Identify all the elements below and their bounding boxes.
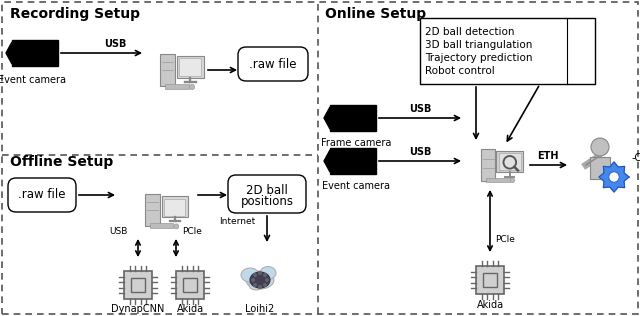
Polygon shape — [599, 162, 629, 192]
Circle shape — [253, 283, 257, 287]
Text: USB: USB — [109, 228, 128, 236]
Bar — [12, 40, 58, 66]
Circle shape — [174, 224, 179, 229]
Text: 2D ball: 2D ball — [246, 184, 288, 197]
Circle shape — [591, 138, 609, 156]
Text: positions: positions — [241, 196, 294, 209]
Polygon shape — [324, 107, 330, 129]
Ellipse shape — [241, 268, 259, 282]
Bar — [160, 54, 175, 86]
Circle shape — [258, 285, 262, 289]
Bar — [590, 157, 610, 179]
Bar — [124, 271, 152, 299]
Text: Trajectory prediction: Trajectory prediction — [425, 53, 532, 63]
Text: Robot control: Robot control — [425, 66, 495, 76]
Bar — [150, 223, 173, 228]
Bar — [176, 271, 204, 299]
Text: Recording Setup: Recording Setup — [10, 7, 140, 21]
Bar — [476, 266, 504, 294]
Bar — [330, 105, 376, 131]
Text: Event camera: Event camera — [322, 181, 390, 191]
Text: Online Setup: Online Setup — [325, 7, 426, 21]
Circle shape — [251, 278, 255, 282]
Ellipse shape — [260, 266, 276, 279]
Bar — [330, 148, 376, 174]
Bar — [161, 196, 188, 217]
Bar — [164, 198, 186, 216]
Text: PCIe: PCIe — [182, 228, 202, 236]
Circle shape — [609, 172, 620, 182]
Bar — [486, 178, 510, 182]
Text: USB: USB — [104, 39, 126, 49]
Text: Frame camera: Frame camera — [321, 138, 391, 148]
Circle shape — [263, 273, 267, 277]
Circle shape — [510, 178, 515, 183]
Bar — [183, 278, 197, 292]
Ellipse shape — [246, 271, 274, 289]
Text: USB: USB — [409, 147, 431, 157]
Circle shape — [265, 278, 269, 282]
Text: Offline Setup: Offline Setup — [10, 155, 113, 169]
Bar — [420, 18, 595, 84]
Ellipse shape — [250, 272, 270, 288]
Bar — [481, 149, 495, 181]
Bar — [499, 153, 520, 170]
Bar — [177, 56, 204, 78]
Circle shape — [263, 283, 267, 287]
Text: DynapCNN: DynapCNN — [111, 304, 164, 314]
FancyBboxPatch shape — [8, 178, 76, 212]
Text: .raw file: .raw file — [249, 58, 297, 70]
Circle shape — [253, 273, 257, 277]
Text: ETH: ETH — [537, 151, 559, 161]
Text: .raw file: .raw file — [19, 189, 66, 202]
Bar — [179, 58, 202, 76]
Text: -C: -C — [632, 153, 640, 163]
Text: 3D ball triangulation: 3D ball triangulation — [425, 40, 532, 50]
Polygon shape — [324, 150, 330, 172]
FancyBboxPatch shape — [228, 175, 306, 213]
FancyBboxPatch shape — [238, 47, 308, 81]
Circle shape — [189, 84, 195, 89]
Text: PCIe: PCIe — [495, 235, 515, 245]
Bar — [496, 151, 524, 172]
Bar — [145, 194, 160, 226]
Bar — [131, 278, 145, 292]
Text: Loihi2: Loihi2 — [245, 304, 275, 314]
Polygon shape — [6, 42, 12, 64]
Bar — [483, 273, 497, 287]
Ellipse shape — [249, 280, 263, 290]
Text: Event camera: Event camera — [0, 75, 66, 85]
Bar — [165, 84, 189, 89]
Circle shape — [258, 271, 262, 275]
Text: USB: USB — [409, 104, 431, 114]
Text: Internet: Internet — [219, 217, 255, 227]
Text: 2D ball detection: 2D ball detection — [425, 27, 515, 37]
Text: Akida: Akida — [476, 300, 504, 310]
Text: Akida: Akida — [177, 304, 204, 314]
